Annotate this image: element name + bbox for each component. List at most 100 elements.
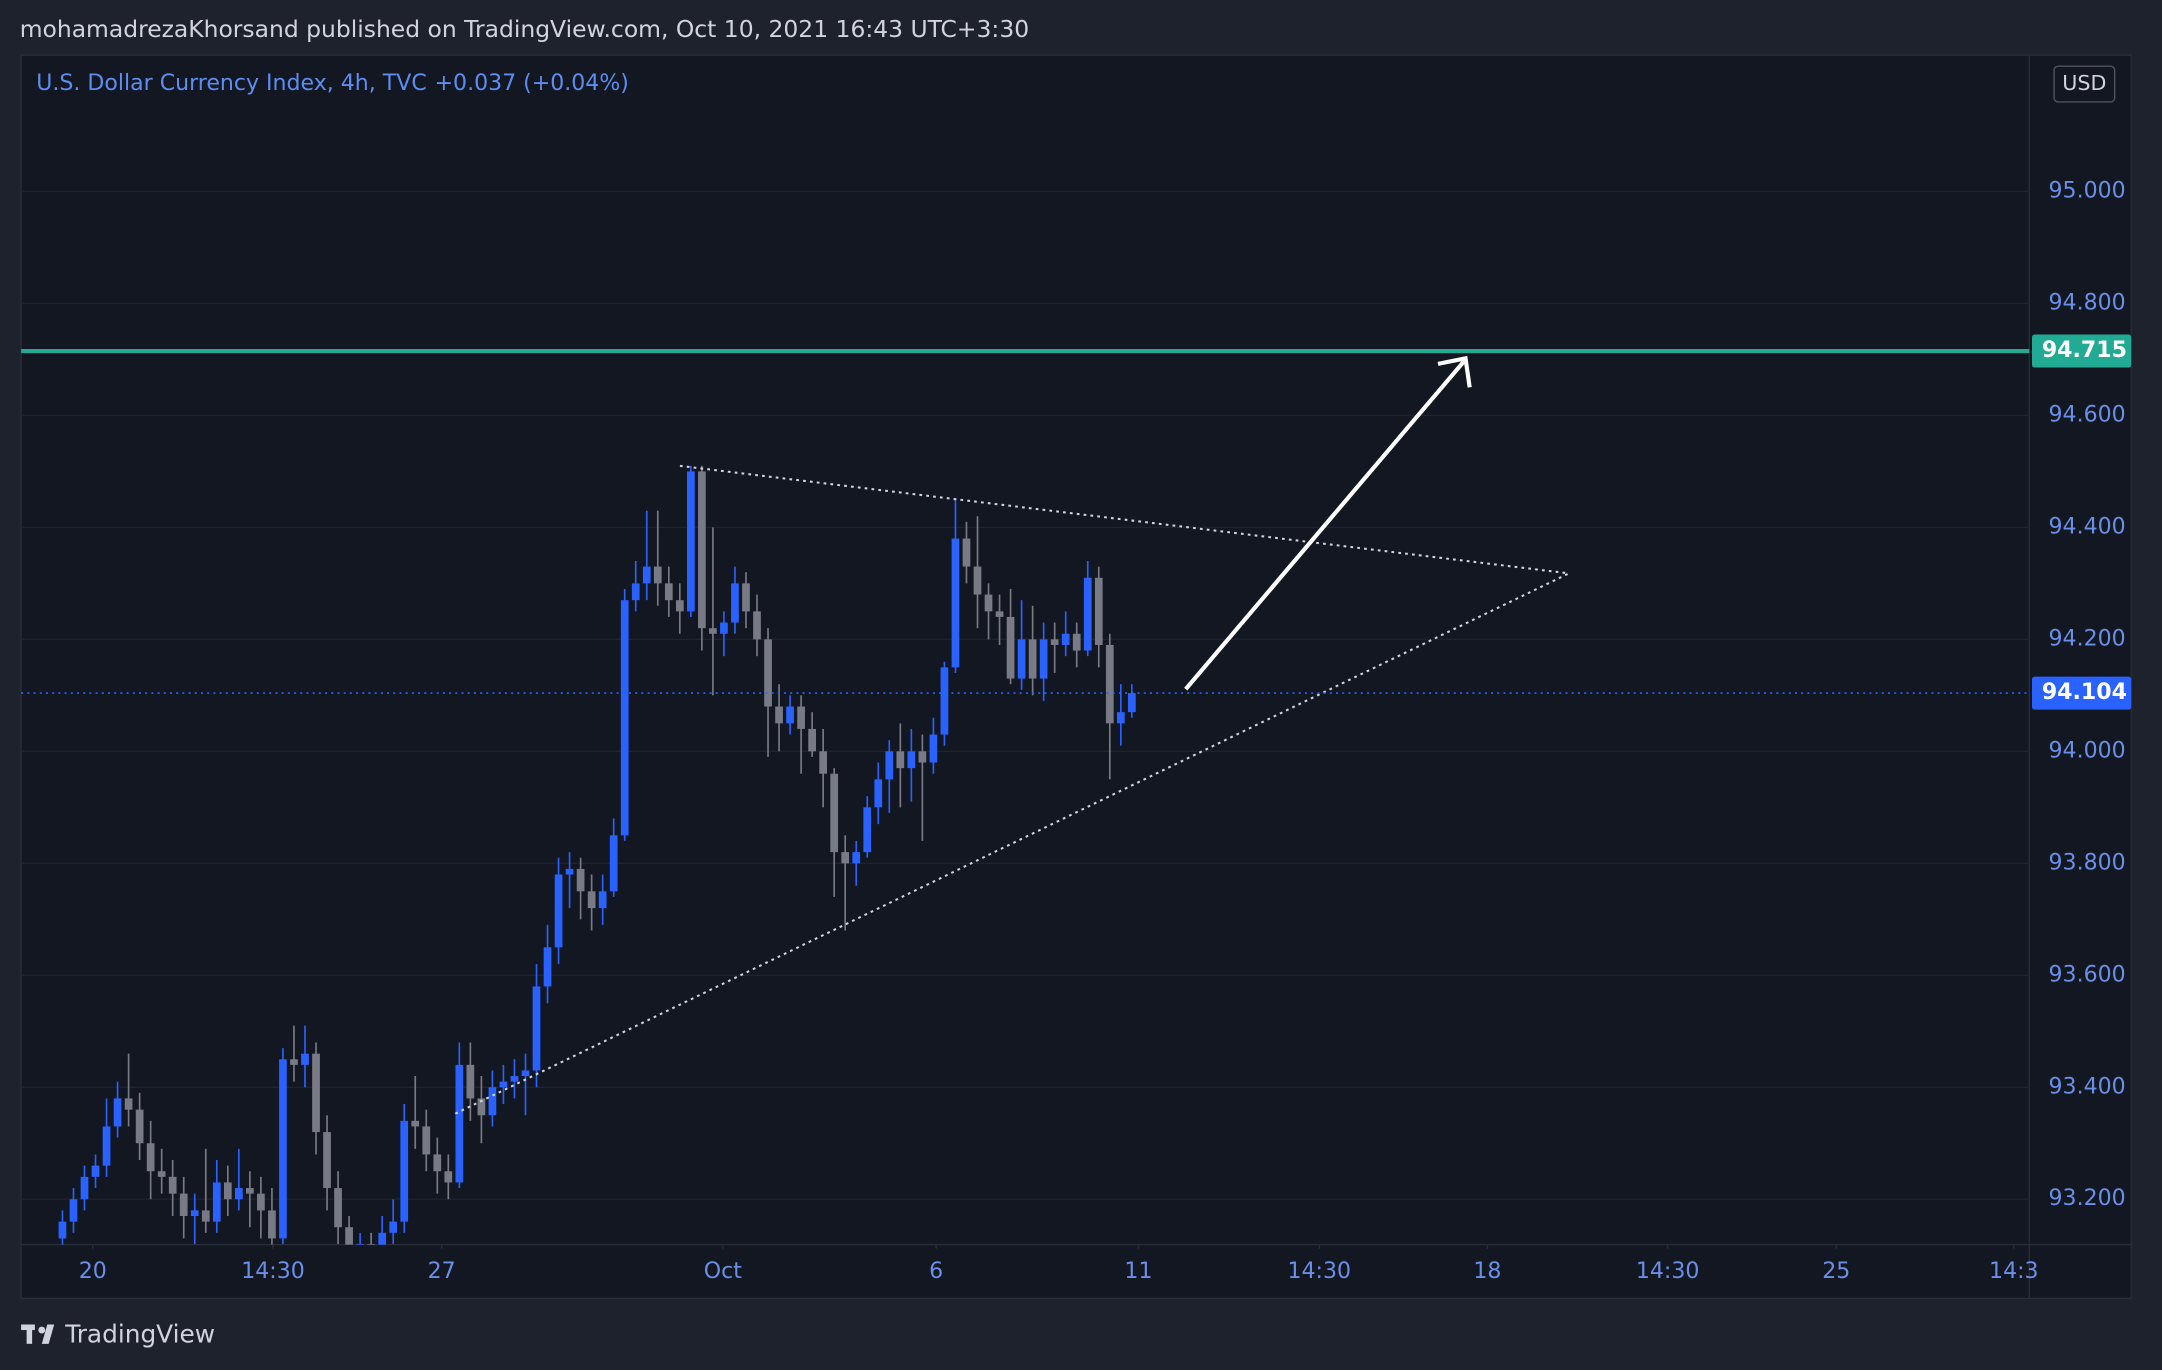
publisher-line: mohamadrezaKhorsand published on Trading… — [20, 15, 1029, 43]
candle-body — [400, 1120, 409, 1222]
candle-body — [356, 1244, 364, 1245]
currency-box[interactable] — [2053, 65, 2116, 103]
candle-body — [455, 1064, 464, 1183]
candle-body — [819, 751, 828, 774]
candle-body — [323, 1132, 331, 1189]
candle-body — [422, 1126, 431, 1155]
candle-body — [1072, 633, 1081, 651]
chart-pane — [20, 54, 2132, 1300]
candle-body — [642, 566, 651, 584]
candle-body — [775, 706, 783, 724]
x-tick-label: 18 — [1473, 1259, 1501, 1284]
x-tick-label: 14:3 — [1989, 1259, 2039, 1284]
candle-body — [543, 947, 552, 987]
candle-body — [1116, 712, 1125, 724]
currency-label: USD — [2062, 71, 2106, 95]
x-tick-label: 20 — [79, 1259, 107, 1284]
candle-body — [1006, 616, 1015, 679]
candle-body — [146, 1143, 155, 1172]
symbol-legend: U.S. Dollar Currency Index, 4h, TVC — [36, 71, 426, 96]
candle-body — [995, 611, 1004, 617]
candle-body — [653, 566, 662, 584]
candle-body — [179, 1193, 188, 1217]
candles — [58, 465, 1136, 1245]
candle-body — [565, 868, 574, 875]
candle-body — [940, 667, 949, 735]
candle-body — [620, 600, 629, 836]
change-legend: +0.037 (+0.04%) — [435, 71, 629, 96]
candle-body — [113, 1098, 122, 1127]
candle-body — [312, 1053, 320, 1133]
y-tick-label: 94.400 — [2049, 514, 2126, 539]
candle-body — [411, 1120, 420, 1127]
candle-body — [268, 1210, 276, 1239]
candle-body — [863, 807, 872, 853]
candle-body — [433, 1154, 442, 1172]
overlay: 93.200 93.400 93.600 93.800 94.000 94.200 94.4… — [21, 178, 2132, 1284]
x-tick-label: 25 — [1822, 1259, 1850, 1284]
candle-body — [1061, 633, 1070, 645]
y-tick-label: 94.800 — [2049, 290, 2126, 315]
candle-body — [742, 583, 750, 612]
candle-body — [962, 538, 971, 567]
price-label-box — [2032, 676, 2132, 710]
arrow-shaft — [1184, 359, 1466, 691]
candle-body — [698, 471, 706, 629]
candle-body — [907, 751, 916, 769]
candle-body — [808, 728, 816, 752]
candle-body — [731, 583, 739, 623]
candle-body — [1105, 644, 1114, 724]
candle-body — [786, 706, 794, 724]
candle-body — [1050, 639, 1059, 645]
candle-body — [201, 1210, 210, 1222]
candle-body — [951, 538, 960, 668]
candle-body — [1094, 577, 1103, 645]
candle-body — [1017, 639, 1026, 679]
candle-body — [885, 751, 894, 780]
candle-body — [973, 566, 982, 595]
candle-body — [841, 852, 850, 864]
candle-body — [918, 751, 927, 763]
candle-body — [488, 1087, 497, 1116]
candle-body — [367, 1244, 376, 1245]
candle-body — [764, 639, 772, 707]
x-tick-label: 11 — [1124, 1259, 1152, 1284]
candle-body — [345, 1227, 353, 1245]
candle-body — [686, 471, 695, 612]
candle-body — [334, 1188, 342, 1228]
brand-name: TradingView — [64, 1320, 215, 1349]
candle-body — [896, 751, 905, 769]
candle-body — [135, 1109, 144, 1144]
candle-body — [102, 1126, 111, 1166]
candle-body — [929, 734, 938, 763]
candle-body — [1127, 693, 1136, 713]
logo-dot — [38, 1326, 46, 1334]
candle-body — [1083, 577, 1092, 651]
candle-body — [852, 852, 861, 864]
candle-body — [598, 891, 607, 909]
x-tick-label: Oct — [704, 1259, 742, 1284]
candle-body — [609, 835, 618, 892]
candle-body — [212, 1182, 221, 1222]
logo-stem — [26, 1324, 33, 1344]
x-tick-label: 14:30 — [1636, 1259, 1700, 1284]
x-tick-label: 14:30 — [241, 1259, 305, 1284]
logo-slash — [41, 1324, 55, 1344]
brand-logo — [21, 1324, 55, 1344]
candle-body — [301, 1053, 309, 1065]
candle-body — [664, 583, 673, 601]
candle-body — [532, 986, 541, 1071]
candle-body — [168, 1176, 177, 1194]
candle-body — [499, 1081, 508, 1088]
candle-body — [389, 1221, 398, 1233]
candle-body — [554, 874, 563, 948]
candle-body — [246, 1188, 254, 1194]
drawings — [454, 355, 1570, 1115]
candle-body — [830, 773, 839, 853]
candle-body — [466, 1064, 475, 1099]
candle-body — [576, 868, 585, 892]
y-tick-label: 95.000 — [2049, 178, 2126, 203]
candle-body — [69, 1199, 78, 1222]
